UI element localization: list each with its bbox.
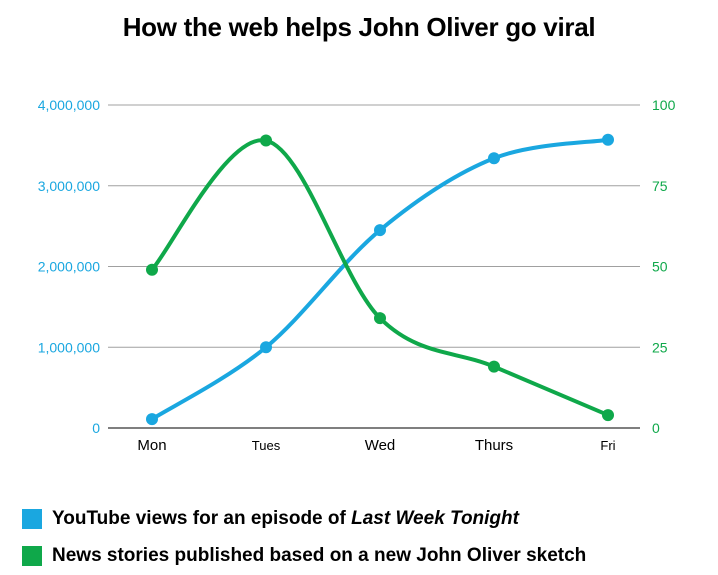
series-line	[150, 137, 610, 422]
data-point	[602, 133, 614, 146]
legend-label-youtube: YouTube views for an episode of Last Wee…	[52, 508, 519, 529]
legend-swatch-youtube	[22, 509, 42, 529]
legend-item-news: News stories published based on a new Jo…	[22, 545, 586, 567]
data-point	[260, 341, 272, 354]
series-line	[150, 138, 610, 418]
data-point	[260, 134, 272, 147]
data-point	[602, 409, 614, 422]
x-tick-label: Wed	[365, 437, 396, 454]
x-tick-label: Fri	[600, 438, 615, 453]
chart-title: How the web helps John Oliver go viral	[122, 12, 596, 42]
data-point	[146, 263, 158, 276]
data-point	[374, 312, 386, 325]
line-chart: 0 1,000,000 2,000,000 3,000,000 4,000,000 0 2…	[38, 97, 676, 454]
left-tick-label: 0	[92, 420, 100, 436]
right-tick-label: 75	[652, 178, 668, 194]
data-point	[146, 413, 158, 426]
data-point	[488, 152, 500, 165]
right-tick-label: 50	[652, 259, 668, 275]
data-point	[374, 224, 386, 237]
right-tick-label: 0	[652, 420, 660, 436]
right-axis: 0 25 50 75 100	[652, 97, 676, 436]
legend-label-news: News stories published based on a new Jo…	[52, 545, 587, 566]
legend-swatch-news	[22, 546, 42, 566]
x-axis: Mon Tues Wed Thurs Fri	[137, 437, 615, 454]
left-tick-label: 4,000,000	[38, 97, 100, 113]
x-tick-label: Mon	[137, 437, 166, 454]
x-tick-label: Tues	[252, 438, 281, 453]
left-tick-label: 2,000,000	[38, 259, 100, 275]
x-tick-label: Thurs	[475, 437, 513, 454]
left-axis: 0 1,000,000 2,000,000 3,000,000 4,000,000	[38, 97, 101, 436]
data-point	[488, 360, 500, 373]
gridlines	[108, 104, 640, 429]
left-tick-label: 1,000,000	[38, 339, 100, 355]
legend-item-youtube: YouTube views for an episode of Last Wee…	[22, 508, 519, 530]
left-tick-label: 3,000,000	[38, 178, 100, 194]
right-tick-label: 100	[652, 97, 676, 113]
series	[146, 133, 614, 426]
right-tick-label: 25	[652, 339, 668, 355]
